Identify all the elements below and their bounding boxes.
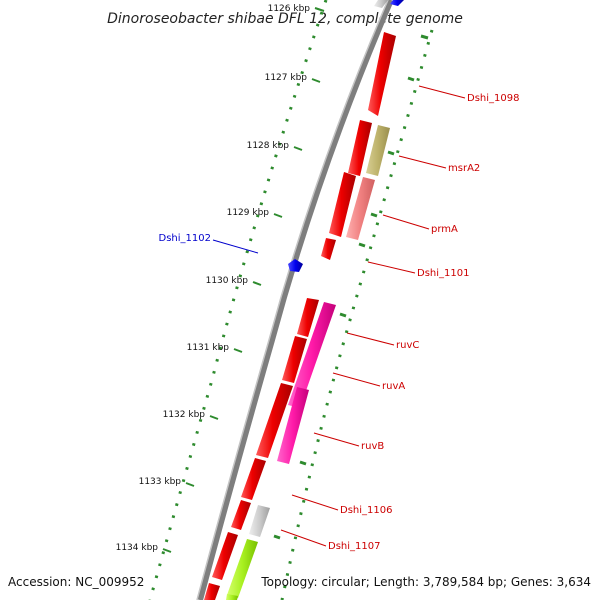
gene-red-bottom[interactable]	[204, 583, 220, 600]
label-dshi-1107[interactable]: Dshi_1107	[328, 541, 380, 552]
genome-backbone	[197, 0, 394, 600]
gene-dshi-1106-red[interactable]	[241, 458, 266, 500]
gene-ruvb[interactable]	[277, 387, 309, 464]
label-ruva[interactable]: ruvA	[382, 381, 405, 392]
label-dshi-1098[interactable]: Dshi_1098	[467, 93, 519, 104]
gene-red-next[interactable]	[212, 532, 238, 580]
gene-dshi-1098[interactable]	[368, 32, 396, 116]
gene-ruvb-red[interactable]	[256, 383, 293, 458]
gene-ruva-red[interactable]	[282, 336, 307, 383]
label-dshi-1106[interactable]: Dshi_1106	[340, 505, 392, 516]
tick-1128: 1128 kbp	[247, 141, 303, 151]
forward-track-dots	[280, 29, 434, 600]
tick-label: 1130 kbp	[206, 276, 249, 286]
gene-green[interactable]	[227, 539, 258, 598]
map-title: Dinoroseobacter shibae DFL 12, complete …	[107, 11, 463, 27]
gene-green-bottom[interactable]	[226, 594, 238, 600]
backbone-highlight	[196, 0, 389, 600]
tick-1131: 1131 kbp	[187, 343, 243, 353]
gene-labels: Dshi_1098 msrA2 prmA Dshi_1101 Dshi_1102…	[159, 93, 520, 552]
gene-dshi-1101[interactable]	[321, 238, 336, 260]
forward-track-dashes	[273, 34, 429, 540]
label-leaders	[280, 85, 466, 547]
gene-dshi-1107[interactable]	[249, 505, 270, 537]
tick-label: 1129 kbp	[227, 208, 270, 218]
tick-label: 1127 kbp	[265, 73, 308, 83]
tick-1126: 1126 kbp	[268, 4, 325, 14]
gene-prma[interactable]	[346, 177, 375, 240]
label-msra2[interactable]: msrA2	[448, 163, 480, 174]
gene-msra2-red[interactable]	[348, 120, 372, 176]
genes-forward-outer	[226, 0, 404, 600]
label-prma[interactable]: prmA	[431, 224, 458, 235]
gene-dshi-1107-red[interactable]	[231, 500, 251, 530]
label-dshi-1102[interactable]: Dshi_1102	[159, 233, 211, 244]
label-ruvb[interactable]: ruvB	[361, 441, 384, 452]
tick-1133: 1133 kbp	[139, 477, 195, 487]
tick-1134: 1134 kbp	[116, 543, 172, 553]
label-dshi-1101[interactable]: Dshi_1101	[417, 268, 469, 279]
gene-ruvc-red[interactable]	[297, 298, 319, 337]
gene-ruva[interactable]	[288, 302, 336, 408]
accession-text: Accession: NC_009952	[8, 575, 144, 589]
tick-label: 1132 kbp	[163, 410, 206, 420]
gene-grey-top[interactable]	[374, 0, 388, 8]
ticks: 1126 kbp 1127 kbp 1128 kbp 1129 kbp 1130…	[116, 4, 325, 553]
tick-label: 1126 kbp	[268, 4, 311, 14]
tick-label: 1133 kbp	[139, 477, 182, 487]
label-ruvc[interactable]: ruvC	[396, 340, 419, 351]
genome-summary-text: Topology: circular; Length: 3,789,584 bp…	[260, 575, 591, 589]
gene-dshi-1102[interactable]	[288, 259, 303, 272]
gene-prma-red[interactable]	[329, 172, 356, 237]
tick-1132: 1132 kbp	[163, 410, 219, 420]
tick-label: 1134 kbp	[116, 543, 159, 553]
label-leader-dshi-1102	[212, 239, 259, 254]
tick-1130: 1130 kbp	[206, 276, 262, 286]
genes-forward-inner	[204, 32, 396, 600]
gene-blue-top[interactable]	[390, 0, 404, 6]
gene-msra2[interactable]	[366, 125, 390, 176]
tick-1127: 1127 kbp	[265, 73, 321, 83]
tick-1129: 1129 kbp	[227, 208, 283, 218]
tick-label: 1128 kbp	[247, 141, 290, 151]
tick-label: 1131 kbp	[187, 343, 230, 353]
